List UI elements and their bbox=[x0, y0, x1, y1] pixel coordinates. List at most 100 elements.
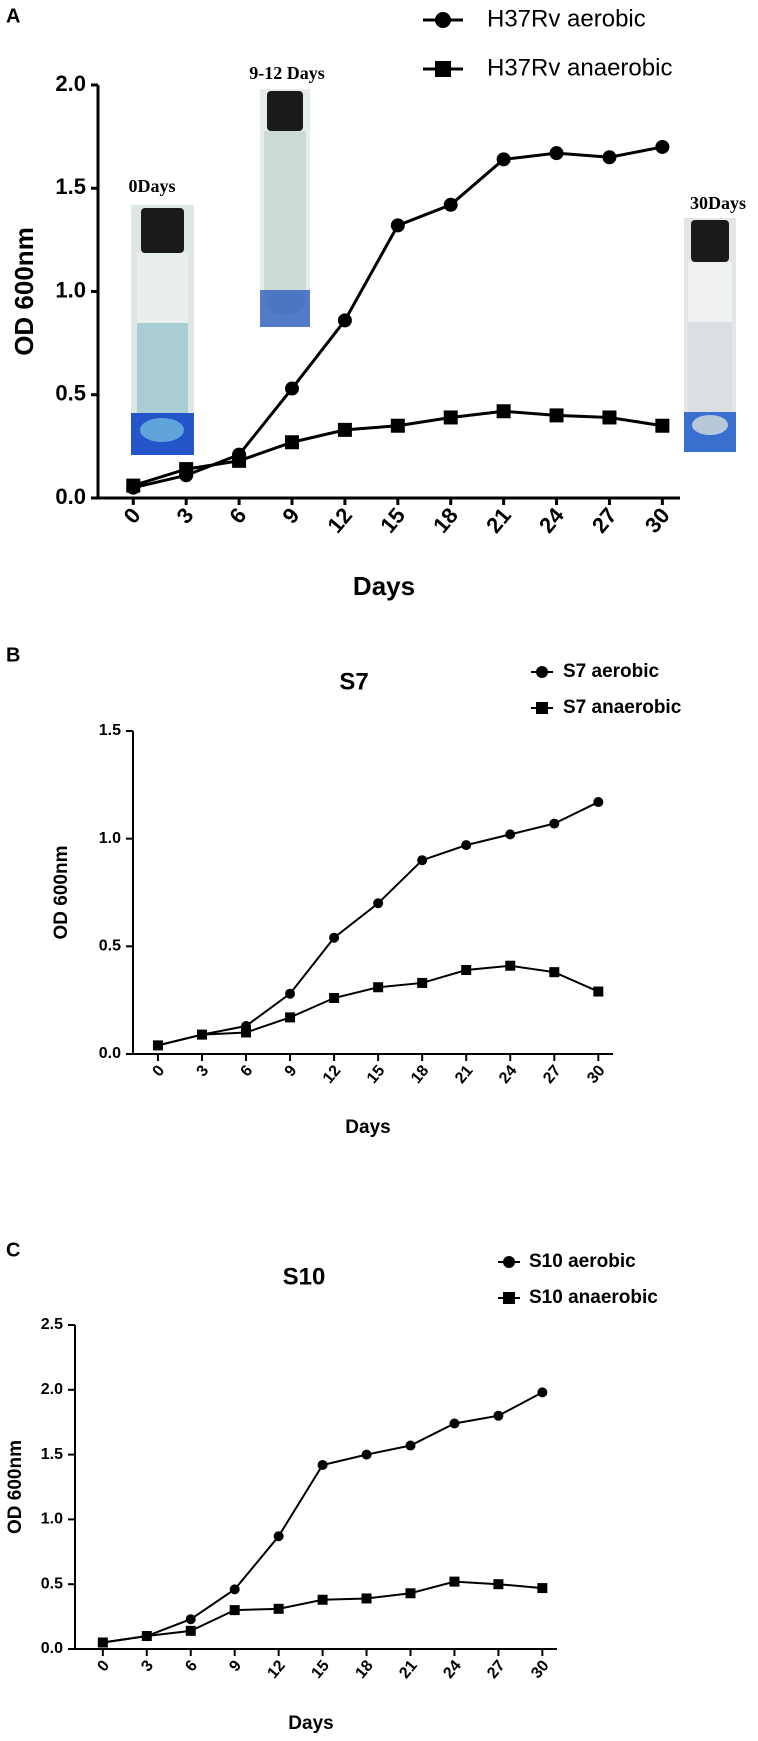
annotation: 0Days bbox=[128, 176, 175, 196]
x-tick-label: 15 bbox=[364, 1062, 389, 1087]
marker bbox=[549, 408, 564, 423]
marker bbox=[361, 1593, 372, 1604]
marker bbox=[449, 1418, 460, 1429]
chart-title: S10 bbox=[283, 1263, 326, 1290]
x-tick-label: 21 bbox=[396, 1657, 421, 1682]
marker bbox=[361, 1449, 372, 1460]
marker bbox=[179, 462, 194, 477]
y-tick-label: 0.0 bbox=[41, 1640, 63, 1657]
x-tick-label: 30 bbox=[528, 1657, 553, 1682]
marker bbox=[549, 818, 560, 829]
marker bbox=[273, 1603, 284, 1614]
x-tick-label: 9 bbox=[282, 1062, 301, 1080]
y-axis-label: OD 600nm bbox=[51, 846, 72, 940]
series-line bbox=[102, 1580, 543, 1644]
marker bbox=[337, 422, 352, 437]
marker bbox=[405, 1440, 416, 1451]
tube-photo-2 bbox=[684, 218, 736, 452]
x-tick-label: 3 bbox=[194, 1062, 213, 1080]
marker bbox=[373, 982, 384, 993]
marker bbox=[405, 1588, 416, 1599]
panel-label: C bbox=[6, 1239, 20, 1261]
marker bbox=[390, 218, 405, 233]
marker bbox=[537, 1583, 548, 1594]
marker bbox=[461, 840, 472, 851]
x-axis-label: Days bbox=[353, 571, 415, 601]
y-tick-label: 2.0 bbox=[41, 1381, 63, 1398]
y-tick-label: 1.5 bbox=[41, 1446, 63, 1463]
x-tick-label: 6 bbox=[238, 1062, 257, 1080]
marker bbox=[461, 965, 472, 976]
legend-label: S10 aerobic bbox=[529, 1251, 636, 1272]
x-axis-label: Days bbox=[345, 1117, 390, 1138]
x-tick-label: 21 bbox=[481, 503, 516, 538]
x-tick-label: 18 bbox=[408, 1062, 433, 1087]
marker bbox=[593, 797, 604, 808]
x-tick-label: 9 bbox=[277, 503, 304, 528]
panel-label: A bbox=[6, 5, 20, 27]
marker bbox=[273, 1531, 284, 1542]
x-tick-label: 0 bbox=[150, 1062, 169, 1080]
x-tick-label: 6 bbox=[182, 1657, 201, 1675]
marker bbox=[602, 150, 617, 165]
y-axis-label: OD 600nm bbox=[5, 1440, 26, 1534]
marker bbox=[373, 898, 384, 909]
y-tick-label: 0.5 bbox=[55, 381, 86, 406]
marker bbox=[317, 1459, 328, 1470]
x-tick-label: 18 bbox=[352, 1657, 377, 1682]
legend-label: S7 anaerobic bbox=[563, 697, 682, 718]
marker bbox=[536, 702, 548, 714]
legend-label: H37Rv anaerobic bbox=[487, 54, 672, 81]
legend-label: S7 aerobic bbox=[563, 661, 660, 682]
marker bbox=[185, 1625, 196, 1636]
x-tick-label: 15 bbox=[308, 1657, 333, 1682]
y-tick-label: 0.0 bbox=[99, 1045, 121, 1062]
x-tick-label: 6 bbox=[224, 503, 251, 528]
x-tick-label: 24 bbox=[496, 1062, 521, 1087]
marker bbox=[593, 986, 604, 997]
y-axis-label: OD 600nm bbox=[9, 227, 39, 356]
marker bbox=[443, 410, 458, 425]
x-tick-label: 30 bbox=[584, 1062, 609, 1087]
series-line bbox=[102, 1391, 543, 1644]
x-tick-label: 24 bbox=[534, 502, 569, 537]
y-tick-label: 0.5 bbox=[99, 938, 121, 955]
x-tick-label: 9 bbox=[226, 1657, 245, 1675]
y-tick-label: 2.5 bbox=[41, 1316, 63, 1333]
marker bbox=[435, 12, 451, 28]
legend-label: H37Rv aerobic bbox=[487, 5, 646, 32]
marker bbox=[329, 993, 340, 1004]
x-tick-label: 21 bbox=[452, 1062, 477, 1087]
marker bbox=[549, 967, 560, 978]
marker bbox=[285, 1012, 296, 1023]
y-tick-label: 2.0 bbox=[55, 71, 86, 96]
series-line bbox=[157, 964, 599, 1047]
marker bbox=[496, 404, 511, 419]
legend-label: S10 anaerobic bbox=[529, 1287, 658, 1308]
marker bbox=[655, 418, 670, 433]
y-tick-label: 1.5 bbox=[99, 722, 121, 739]
y-tick-label: 1.0 bbox=[41, 1511, 63, 1528]
marker bbox=[505, 829, 516, 840]
marker bbox=[241, 1027, 252, 1038]
x-tick-label: 24 bbox=[440, 1657, 465, 1682]
x-tick-label: 12 bbox=[264, 1657, 289, 1682]
x-tick-label: 18 bbox=[428, 503, 463, 538]
marker bbox=[549, 146, 564, 161]
marker bbox=[285, 988, 296, 999]
marker bbox=[496, 152, 511, 167]
marker bbox=[196, 1029, 207, 1040]
marker bbox=[443, 197, 458, 212]
x-tick-label: 0 bbox=[119, 503, 146, 528]
y-tick-label: 1.0 bbox=[99, 830, 121, 847]
y-tick-label: 0.5 bbox=[41, 1575, 63, 1592]
marker bbox=[185, 1614, 196, 1625]
marker bbox=[602, 410, 617, 425]
chart-title: S7 bbox=[339, 668, 368, 695]
x-tick-label: 27 bbox=[540, 1062, 565, 1087]
marker bbox=[229, 1605, 240, 1616]
series-line bbox=[132, 145, 663, 490]
x-axis-label: Days bbox=[288, 1713, 333, 1734]
marker bbox=[417, 855, 428, 866]
marker bbox=[337, 313, 352, 328]
